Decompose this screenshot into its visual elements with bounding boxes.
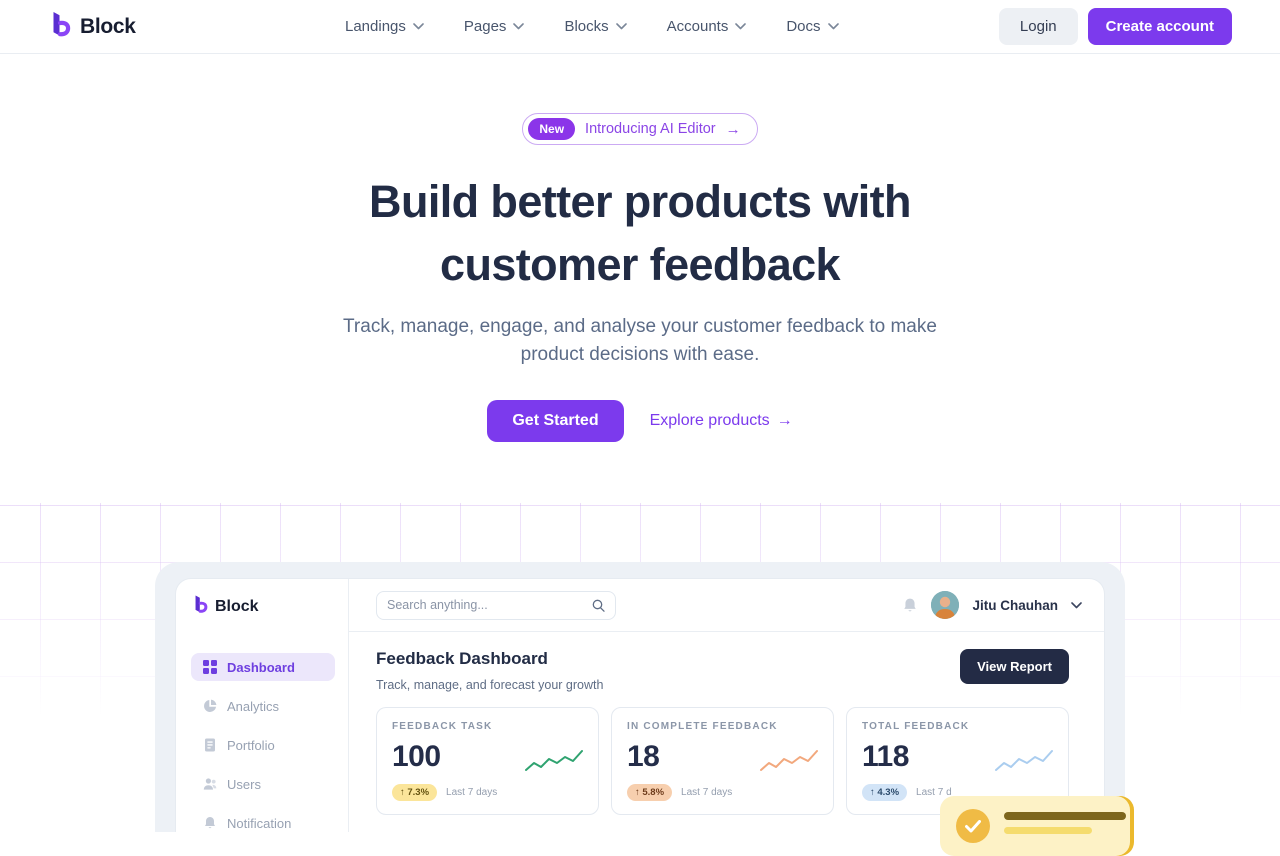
nav-item-accounts[interactable]: Accounts — [667, 18, 747, 35]
stat-period: Last 7 d — [916, 787, 952, 798]
stat-footer: ↑ 5.8% Last 7 days — [627, 784, 818, 801]
navbar: Block Landings Pages Blocks Accounts Doc… — [0, 0, 1280, 54]
arrow-right-icon: → — [725, 120, 741, 138]
block-logo-icon — [48, 10, 73, 43]
sidebar-item-dashboard[interactable]: Dashboard — [191, 653, 335, 681]
sidebar-item-label: Analytics — [227, 698, 280, 714]
sparkline-chart — [525, 750, 583, 771]
sparkline-chart — [760, 750, 818, 771]
title-line-2: customer feedback — [440, 239, 841, 290]
bell-icon — [205, 817, 215, 829]
sidebar-item-label: Dashboard — [227, 659, 295, 675]
user-avatar[interactable] — [931, 591, 960, 619]
stat-label: IN COMPLETE FEEDBACK — [627, 721, 778, 732]
toast-bar — [1004, 827, 1092, 834]
dashboard-topbar: Jitu Chauhan — [349, 579, 1104, 632]
search-icon — [592, 599, 605, 612]
dashboard-sidebar: Block Dashboard — [176, 579, 349, 832]
nav-item-pages[interactable]: Pages — [464, 18, 525, 35]
brand-logo[interactable]: Block — [48, 10, 136, 43]
dashboard-subtitle: Track, manage, and forecast your growth — [376, 678, 604, 692]
users-icon — [203, 778, 217, 790]
arrow-right-icon: → — [776, 412, 793, 429]
stat-footer: ↑ 4.3% Last 7 d — [862, 784, 1053, 801]
hero-section: New Introducing AI Editor → Build better… — [0, 54, 1280, 442]
chevron-down-icon[interactable] — [1071, 601, 1082, 609]
sidebar-item-analytics[interactable]: Analytics — [191, 692, 335, 720]
hero-cta-row: Get Started Explore products → — [0, 400, 1280, 442]
stat-value: 18 — [627, 740, 660, 773]
delta-badge: ↑ 4.3% — [862, 784, 908, 801]
chevron-down-icon — [735, 23, 747, 30]
nav-item-blocks[interactable]: Blocks — [564, 18, 627, 35]
title-line-1: Build better products with — [369, 176, 911, 227]
sidebar-item-portfolio[interactable]: Portfolio — [191, 731, 335, 759]
sidebar-item-notification[interactable]: Notification — [191, 809, 335, 832]
explore-products-link[interactable]: Explore products → — [650, 412, 793, 430]
pie-chart-icon — [204, 699, 217, 712]
announcement-text: Introducing AI Editor — [585, 121, 716, 137]
stat-label: FEEDBACK TASK — [392, 721, 493, 732]
nav-actions: Login Create account — [998, 8, 1232, 45]
announcement-badge[interactable]: New Introducing AI Editor → — [522, 113, 758, 145]
topbar-actions: Jitu Chauhan — [902, 591, 1082, 619]
stat-value: 100 — [392, 740, 441, 773]
page-title: Build better products with customer feed… — [0, 170, 1280, 296]
user-name[interactable]: Jitu Chauhan — [972, 597, 1058, 613]
dashboard-title: Feedback Dashboard — [376, 649, 548, 668]
login-button[interactable]: Login — [998, 8, 1078, 45]
stat-card-feedback-task: FEEDBACK TASK 100 ↑ 7.3% Last 7 days — [376, 707, 599, 815]
dashboard-brand-logo: Block — [191, 594, 335, 619]
delta-badge: ↑ 5.8% — [627, 784, 673, 801]
dashboard-mockup-frame: Block Dashboard — [155, 562, 1125, 832]
notification-bell-icon[interactable] — [902, 597, 918, 614]
sidebar-item-label: Portfolio — [227, 737, 275, 753]
create-account-button[interactable]: Create account — [1087, 8, 1232, 45]
nav-item-docs[interactable]: Docs — [786, 18, 839, 35]
stat-footer: ↑ 7.3% Last 7 days — [392, 784, 583, 801]
dashboard-brand-name: Block — [215, 597, 259, 615]
stat-card-incomplete-feedback: IN COMPLETE FEEDBACK 18 ↑ 5.8% Last 7 da… — [611, 707, 834, 815]
dashboard-main: Jitu Chauhan Feedback Dashboard Track, m… — [349, 579, 1104, 832]
sidebar-menu: Dashboard Analytics Po — [191, 653, 335, 832]
search-box[interactable] — [376, 590, 616, 620]
explore-products-label: Explore products — [649, 412, 770, 429]
search-input[interactable] — [387, 598, 592, 612]
document-icon — [205, 738, 215, 752]
chevron-down-icon — [615, 23, 627, 30]
stat-period: Last 7 days — [446, 787, 498, 798]
sidebar-item-users[interactable]: Users — [191, 770, 335, 798]
sidebar-item-label: Notification — [227, 815, 292, 831]
sidebar-item-label: Users — [227, 776, 261, 792]
nav-item-landings[interactable]: Landings — [345, 18, 424, 35]
check-circle-icon — [956, 809, 990, 843]
chevron-down-icon — [827, 23, 839, 30]
success-toast — [940, 796, 1130, 856]
get-started-button[interactable]: Get Started — [487, 400, 624, 442]
hero-subtitle: Track, manage, engage, and analyse your … — [343, 316, 937, 365]
toast-placeholder-text — [1004, 809, 1126, 834]
chevron-down-icon — [513, 23, 525, 30]
dashboard-app: Block Dashboard — [175, 578, 1105, 832]
sparkline-chart — [995, 750, 1053, 771]
stat-label: TOTAL FEEDBACK — [862, 721, 970, 732]
grid-icon — [203, 660, 217, 674]
new-pill: New — [528, 118, 576, 140]
toast-bar — [1004, 812, 1126, 820]
delta-badge: ↑ 7.3% — [392, 784, 438, 801]
chevron-down-icon — [413, 23, 424, 30]
nav-menu: Landings Pages Blocks Accounts Docs — [345, 0, 839, 53]
stat-period: Last 7 days — [681, 787, 733, 798]
view-report-button[interactable]: View Report — [960, 649, 1069, 684]
dashboard-header: Feedback Dashboard Track, manage, and fo… — [376, 649, 1069, 692]
brand-name: Block — [80, 14, 136, 38]
stat-value: 118 — [862, 740, 909, 773]
block-logo-icon — [192, 594, 209, 619]
